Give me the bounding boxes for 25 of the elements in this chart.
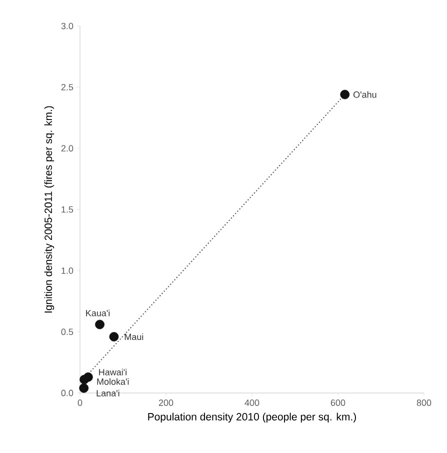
y-tick-label: 2.5 <box>61 84 74 90</box>
y-tick-label: 2.0 <box>61 145 74 152</box>
y-tick-label: 1.0 <box>62 267 74 274</box>
y-tick-label: 0.5 <box>61 328 74 336</box>
x-tick-label: 600 <box>330 400 346 406</box>
y-tick-label: 1.5 <box>62 206 74 213</box>
y-tick-label: 0.0 <box>61 390 74 396</box>
annotation: Lana'i <box>96 390 120 396</box>
annotation: Hawai'i <box>99 368 126 376</box>
annotation: Kaua'i <box>86 310 110 316</box>
y-axis-title: Ignition density 2005-2011 (fires per sq. km.) <box>44 106 54 313</box>
point <box>80 374 89 384</box>
y-tick-label: 3.0 <box>61 22 74 30</box>
point <box>109 332 119 342</box>
x-axis-title: Population density 2010 (people per sq. km.) <box>148 412 356 423</box>
x-tick-label: 400 <box>244 400 260 406</box>
x-tick-label: 0 <box>78 400 82 406</box>
x-tick-label: 200 <box>158 400 174 406</box>
point <box>340 90 350 100</box>
annotation: O'ahu <box>353 91 376 98</box>
x-tick-label: 800 <box>416 400 432 406</box>
point <box>79 383 89 393</box>
point <box>95 320 104 330</box>
annotation: Moloka'i <box>97 378 129 385</box>
annotation: Maui <box>124 333 144 340</box>
